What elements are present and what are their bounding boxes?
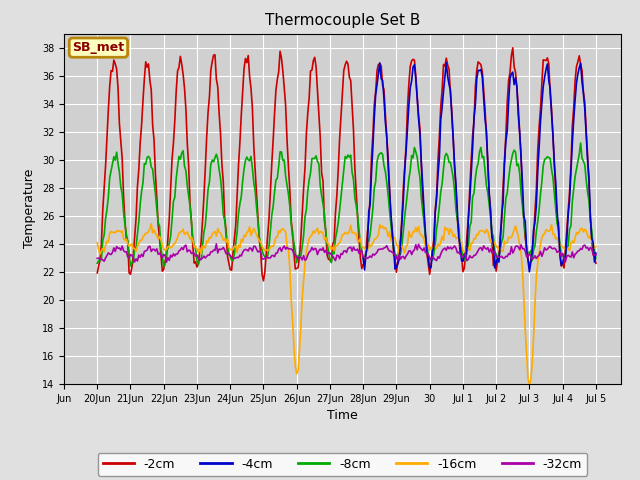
Y-axis label: Temperature: Temperature: [23, 169, 36, 249]
Legend: -2cm, -4cm, -8cm, -16cm, -32cm: -2cm, -4cm, -8cm, -16cm, -32cm: [97, 453, 588, 476]
X-axis label: Time: Time: [327, 409, 358, 422]
Text: SB_met: SB_met: [72, 41, 124, 54]
Title: Thermocouple Set B: Thermocouple Set B: [265, 13, 420, 28]
